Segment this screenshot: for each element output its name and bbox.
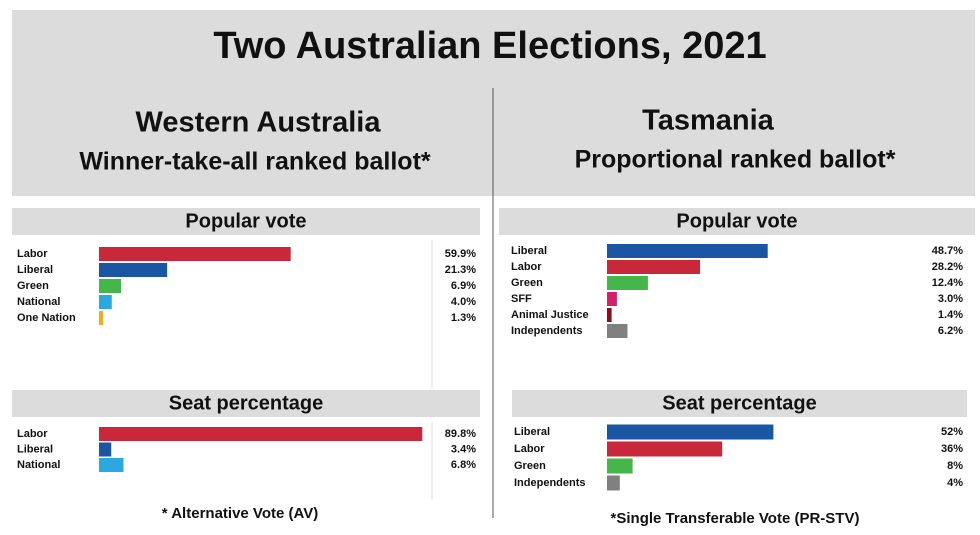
bar bbox=[607, 475, 620, 491]
value-label: 4.0% bbox=[451, 296, 476, 308]
value-label: 21.3% bbox=[445, 264, 476, 276]
chart-title: Seat percentage bbox=[662, 392, 817, 414]
bar bbox=[607, 292, 617, 306]
panel-heading: Western Australia bbox=[136, 107, 382, 139]
bar bbox=[607, 441, 723, 457]
value-label: 36% bbox=[941, 443, 963, 455]
bar bbox=[99, 295, 112, 309]
chart-header bbox=[12, 390, 480, 417]
value-label: 28.2% bbox=[932, 261, 963, 273]
bar bbox=[607, 260, 701, 274]
panel-subheading: Proportional ranked ballot* bbox=[575, 146, 896, 174]
bar bbox=[99, 247, 291, 261]
bar bbox=[607, 244, 768, 258]
footnote: * Alternative Vote (AV) bbox=[162, 505, 318, 522]
category-label: National bbox=[17, 459, 60, 471]
category-label: Green bbox=[514, 460, 546, 472]
chart-title: Seat percentage bbox=[169, 392, 324, 414]
category-label: Green bbox=[511, 277, 543, 289]
value-label: 1.3% bbox=[451, 312, 476, 324]
category-label: Liberal bbox=[514, 426, 550, 438]
chart-header bbox=[512, 390, 967, 417]
title: Two Australian Elections, 2021 bbox=[213, 25, 766, 67]
chart-header bbox=[12, 208, 480, 235]
value-label: 6.2% bbox=[938, 325, 963, 337]
value-label: 6.8% bbox=[451, 459, 476, 471]
bar bbox=[99, 279, 122, 293]
category-label: Liberal bbox=[17, 443, 53, 455]
bar bbox=[607, 276, 648, 290]
value-label: 89.8% bbox=[445, 428, 476, 440]
bar bbox=[99, 427, 423, 441]
category-label: National bbox=[17, 296, 60, 308]
category-label: Labor bbox=[17, 248, 48, 260]
bar bbox=[99, 442, 112, 457]
chart-header bbox=[499, 208, 975, 235]
category-label: Liberal bbox=[17, 264, 53, 276]
value-label: 59.9% bbox=[445, 248, 476, 260]
value-label: 4% bbox=[947, 477, 963, 489]
value-label: 3.0% bbox=[938, 293, 963, 305]
category-label: Labor bbox=[511, 261, 542, 273]
value-label: 6.9% bbox=[451, 280, 476, 292]
category-label: Liberal bbox=[511, 245, 547, 257]
category-label: Green bbox=[17, 280, 49, 292]
category-label: Animal Justice bbox=[511, 309, 589, 321]
value-label: 8% bbox=[947, 460, 963, 472]
bar bbox=[99, 263, 168, 277]
value-label: 48.7% bbox=[932, 245, 963, 257]
chart-title: Popular vote bbox=[185, 210, 306, 232]
category-label: SFF bbox=[511, 293, 532, 305]
chart-title: Popular vote bbox=[676, 210, 797, 232]
category-label: Labor bbox=[514, 443, 545, 455]
footnote: *Single Transferable Vote (PR-STV) bbox=[611, 510, 860, 527]
category-label: One Nation bbox=[17, 312, 76, 324]
bar bbox=[607, 424, 774, 440]
category-label: Independents bbox=[514, 477, 586, 489]
panel-subheading: Winner-take-all ranked ballot* bbox=[79, 148, 431, 176]
value-label: 52% bbox=[941, 426, 963, 438]
value-label: 3.4% bbox=[451, 443, 476, 455]
category-label: Independents bbox=[511, 325, 583, 337]
value-label: 12.4% bbox=[932, 277, 963, 289]
bar bbox=[607, 324, 628, 338]
bar bbox=[607, 458, 633, 474]
bar bbox=[99, 311, 104, 325]
category-label: Labor bbox=[17, 428, 48, 440]
value-label: 1.4% bbox=[938, 309, 963, 321]
panel-heading: Tasmania bbox=[642, 105, 775, 137]
bar bbox=[99, 458, 124, 472]
bar bbox=[607, 308, 612, 322]
